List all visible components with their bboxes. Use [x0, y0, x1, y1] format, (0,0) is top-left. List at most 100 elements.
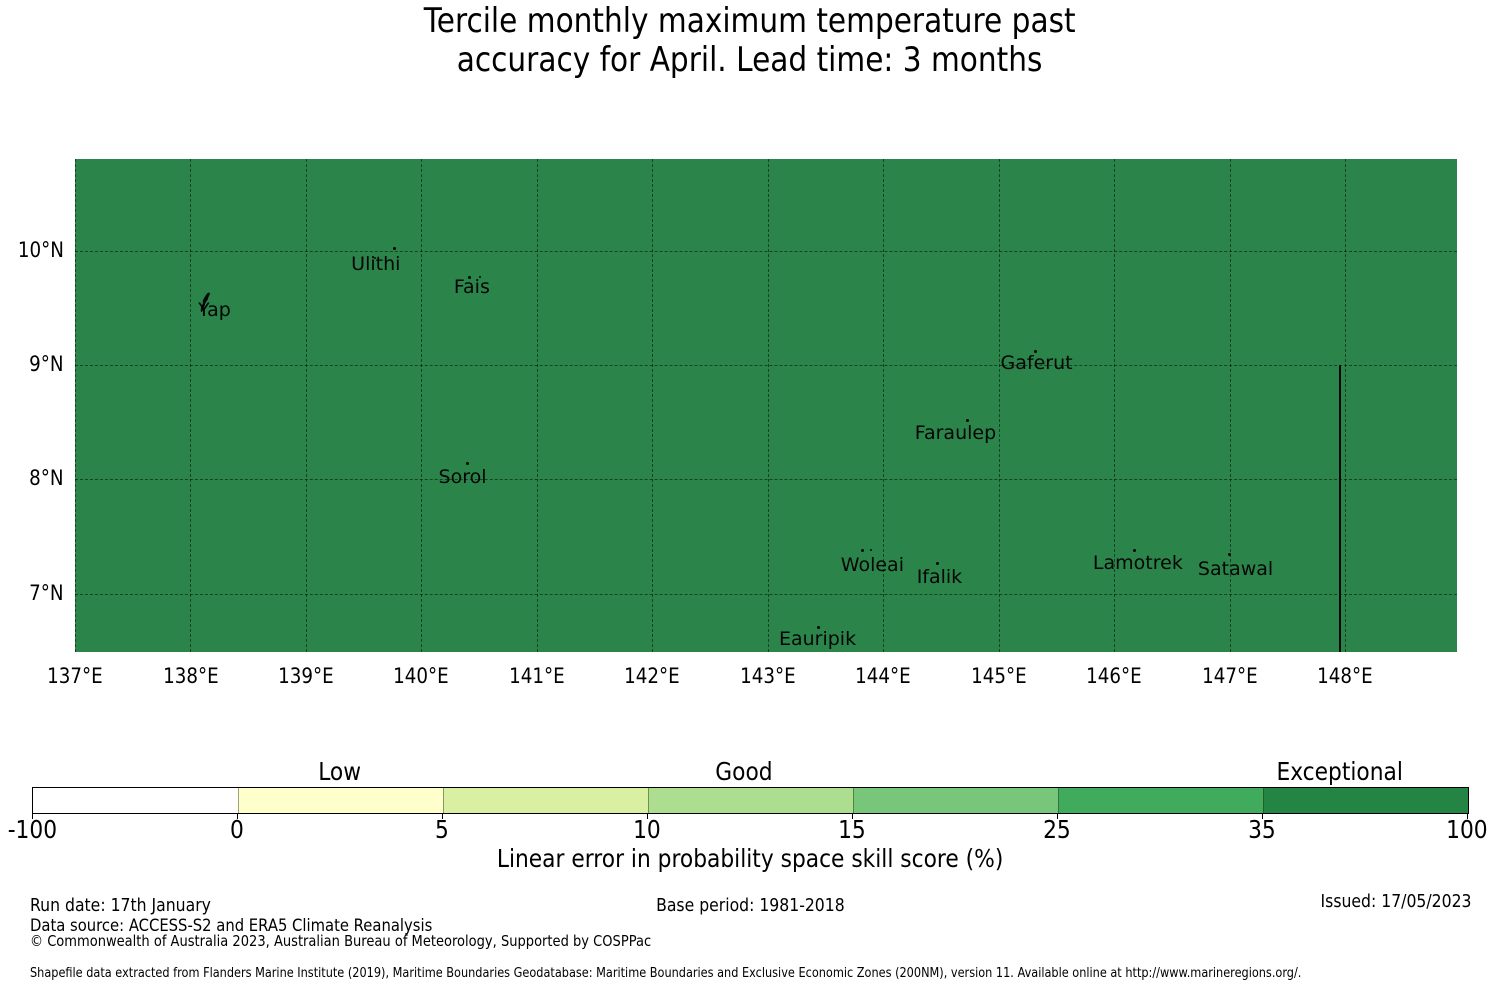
- island-label: Woleai: [840, 554, 904, 577]
- island-label: Satawal: [1197, 557, 1274, 580]
- colorbar-tick-label: 25: [1002, 815, 1112, 844]
- colorbar-tick-label: 15: [797, 815, 907, 844]
- y-tick-label-text: 10°N: [17, 237, 64, 262]
- x-tick-label-text: 143°E: [739, 664, 796, 688]
- run-date-value: Run date: 17th January: [30, 895, 211, 916]
- colorbar-tick: [1057, 813, 1058, 819]
- base-period-value: Base period: 1981-2018: [655, 895, 845, 916]
- colorbar-tick: [1467, 813, 1468, 819]
- x-tick-label-text: 145°E: [970, 664, 1027, 688]
- y-tick-label: 8°N: [0, 466, 64, 490]
- grid-x-line: [190, 159, 192, 652]
- grid-x-line: [421, 159, 423, 652]
- y-tick-label: 7°N: [0, 581, 64, 605]
- colorbar-tick: [442, 813, 443, 819]
- island-dot: [965, 419, 969, 423]
- colorbar-tick-label-text: 25: [1043, 815, 1071, 844]
- island-dot: [468, 276, 472, 280]
- copyright-value: © Commonwealth of Australia 2023, Austra…: [30, 932, 652, 950]
- colorbar-tick-label: 35: [1207, 815, 1317, 844]
- colorbar-tick-label: 100: [1412, 815, 1500, 844]
- island-label: Fais: [453, 275, 490, 298]
- grid-y-line: [75, 479, 1457, 481]
- colorbar-segment: [443, 788, 648, 813]
- colorbar-category-low-text: Low: [318, 757, 362, 786]
- x-tick-label-text: 144°E: [855, 664, 911, 688]
- x-tick-label-text: 137°E: [47, 664, 103, 688]
- grid-x-line: [1229, 159, 1231, 652]
- island-label: Lamotrek: [1092, 552, 1183, 575]
- colorbar-tick: [32, 813, 33, 819]
- island-dot: [860, 548, 864, 552]
- yap-island-outline: [201, 292, 211, 312]
- copyright-text: © Commonwealth of Australia 2023, Austra…: [30, 932, 744, 950]
- x-tick-label-text: 147°E: [1201, 664, 1258, 688]
- x-tick-label: 142°E: [607, 664, 697, 688]
- grid-x-line: [75, 159, 76, 652]
- y-tick-label-text: 7°N: [29, 580, 64, 605]
- x-tick-label: 144°E: [838, 664, 928, 688]
- x-tick-label: 139°E: [261, 664, 351, 688]
- island-label: Ulithi: [351, 253, 401, 276]
- colorbar-tick-label-text: 100: [1446, 815, 1488, 844]
- colorbar-segment: [853, 788, 1058, 813]
- island-label: Ifalik: [916, 565, 963, 588]
- colorbar-tick: [647, 813, 648, 819]
- island-label: Faraulep: [914, 421, 997, 444]
- figure-title-line2: accuracy for April. Lead time: 3 months: [0, 41, 1500, 80]
- island-label: Yap: [198, 298, 231, 321]
- island-dot: [373, 257, 376, 260]
- grid-x-line: [536, 159, 538, 652]
- colorbar-tick-label-text: 15: [838, 815, 866, 844]
- x-tick-label-text: 138°E: [162, 664, 219, 688]
- island-dot: [817, 626, 821, 630]
- yap-island-shape: [198, 291, 212, 317]
- x-tick-label-text: 140°E: [393, 664, 450, 688]
- y-tick-label: 9°N: [0, 352, 64, 376]
- grid-y-line: [75, 593, 1457, 595]
- x-tick-label: 138°E: [145, 664, 235, 688]
- colorbar-tick: [1262, 813, 1263, 819]
- map-plot: Yap Ulithi Fais Sorol Gaferut Faraulep Woleai I…: [75, 159, 1457, 652]
- colorbar-tick-label-text: 0: [230, 815, 244, 844]
- colorbar-tick-label: -100: [0, 815, 87, 844]
- shapefile-note-value: Shapefile data extracted from Flanders M…: [30, 966, 1302, 981]
- colorbar-segment: [1058, 788, 1263, 813]
- colorbar-tick-label-text: -100: [7, 815, 57, 844]
- data-source-text: Data source: ACCESS-S2 and ERA5 Climate …: [30, 916, 492, 936]
- island-label: Gaferut: [1000, 352, 1073, 375]
- colorbar-segment: [648, 788, 853, 813]
- shapefile-note-text: Shapefile data extracted from Flanders M…: [30, 966, 1491, 981]
- island-dot: [1228, 553, 1232, 557]
- colorbar-axis-label-text: Linear error in probability space skill …: [496, 844, 1004, 873]
- data-source-value: Data source: ACCESS-S2 and ERA5 Climate …: [30, 916, 433, 936]
- island-dot: [393, 246, 397, 250]
- grid-x-line: [1114, 159, 1116, 652]
- island-dot: [870, 549, 873, 552]
- colorbar-tick-label: 0: [182, 815, 292, 844]
- grid-x-line: [305, 159, 307, 652]
- grid-x-line: [883, 159, 885, 652]
- island-dot: [1034, 349, 1038, 353]
- x-tick-label: 148°E: [1300, 664, 1390, 688]
- y-tick-label-text: 9°N: [29, 351, 64, 376]
- island-dot: [466, 461, 470, 465]
- x-tick-label: 141°E: [492, 664, 582, 688]
- island-dot: [1133, 548, 1137, 552]
- colorbar-segment: [238, 788, 443, 813]
- island-label: Eauripik: [778, 627, 857, 650]
- island-dot: [478, 275, 481, 278]
- grid-x-line: [998, 159, 1000, 652]
- figure-title: Tercile monthly maximum temperature past…: [0, 2, 1500, 80]
- figure-title-line1: Tercile monthly maximum temperature past: [0, 2, 1500, 41]
- y-tick-label: 10°N: [0, 238, 64, 262]
- colorbar-tick-label: 5: [387, 815, 497, 844]
- x-tick-label-text: 148°E: [1317, 664, 1373, 688]
- x-tick-label: 147°E: [1185, 664, 1275, 688]
- figure-title-line1-text: Tercile monthly maximum temperature past: [424, 1, 1076, 41]
- colorbar-category-low: Low: [210, 757, 470, 786]
- grid-y-line: [75, 250, 1457, 252]
- x-tick-label: 137°E: [30, 664, 120, 688]
- colorbar-tick-label-text: 35: [1248, 815, 1276, 844]
